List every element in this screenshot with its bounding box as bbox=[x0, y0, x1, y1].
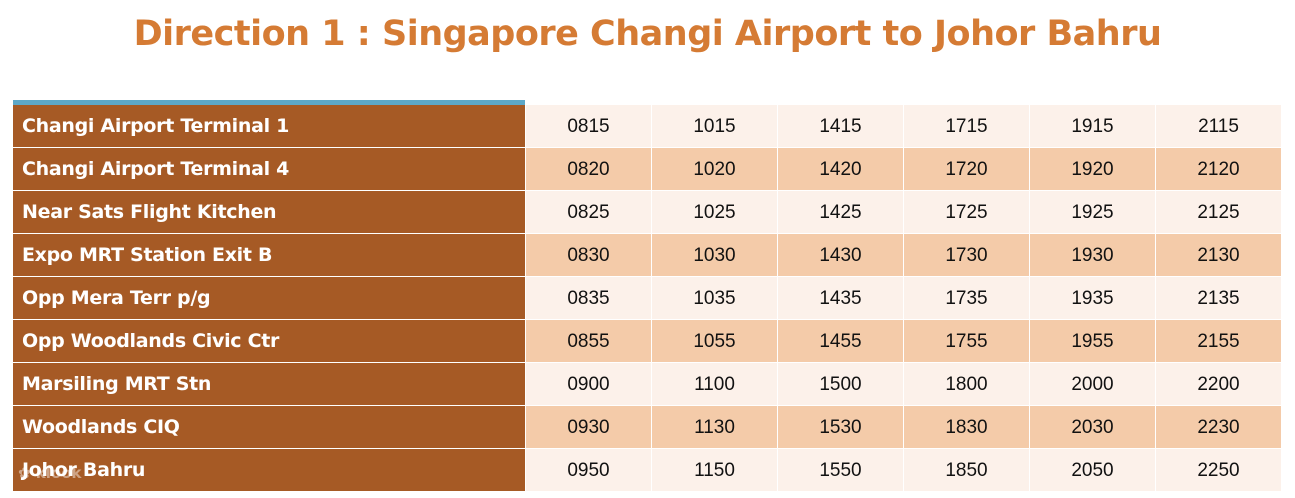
departure-time: 1150 bbox=[651, 449, 777, 491]
departure-time: 0830 bbox=[525, 234, 651, 276]
departure-time: 2250 bbox=[1155, 449, 1281, 491]
departure-time: 1930 bbox=[1029, 234, 1155, 276]
departure-time: 0930 bbox=[525, 406, 651, 448]
departure-time: 1925 bbox=[1029, 191, 1155, 233]
departure-time: 1915 bbox=[1029, 105, 1155, 147]
table-row: Changi Airport Terminal 1 0815 1015 1415 171… bbox=[13, 105, 1281, 148]
header-divider bbox=[13, 100, 525, 105]
departure-time: 1735 bbox=[903, 277, 1029, 319]
departure-time: 1425 bbox=[777, 191, 903, 233]
klook-watermark: ✿ klook bbox=[18, 464, 82, 482]
departure-time: 2120 bbox=[1155, 148, 1281, 190]
departure-time: 1430 bbox=[777, 234, 903, 276]
departure-time: 1725 bbox=[903, 191, 1029, 233]
departure-time: 2115 bbox=[1155, 105, 1281, 147]
departure-time: 1130 bbox=[651, 406, 777, 448]
departure-time: 0815 bbox=[525, 105, 651, 147]
stop-name: Woodlands CIQ bbox=[13, 406, 525, 448]
table-row: Woodlands CIQ 0930 1130 1530 1830 2030 2230 bbox=[13, 406, 1281, 449]
departure-time: 1015 bbox=[651, 105, 777, 147]
departure-time: 2000 bbox=[1029, 363, 1155, 405]
stop-name: Opp Woodlands Civic Ctr bbox=[13, 320, 525, 362]
table-row: Marsiling MRT Stn 0900 1100 1500 1800 2000 220… bbox=[13, 363, 1281, 406]
departure-time: 1025 bbox=[651, 191, 777, 233]
stop-name: Expo MRT Station Exit B bbox=[13, 234, 525, 276]
departure-time: 0900 bbox=[525, 363, 651, 405]
departure-time: 1420 bbox=[777, 148, 903, 190]
departure-time: 1020 bbox=[651, 148, 777, 190]
table-row: Opp Woodlands Civic Ctr 0855 1055 1455 1755 1… bbox=[13, 320, 1281, 363]
departure-time: 2155 bbox=[1155, 320, 1281, 362]
departure-time: 1935 bbox=[1029, 277, 1155, 319]
departure-time: 0855 bbox=[525, 320, 651, 362]
departure-time: 1455 bbox=[777, 320, 903, 362]
stop-name: Marsiling MRT Stn bbox=[13, 363, 525, 405]
departure-time: 2050 bbox=[1029, 449, 1155, 491]
stop-name: Johor Bahru bbox=[13, 449, 525, 491]
departure-time: 2125 bbox=[1155, 191, 1281, 233]
departure-time: 1955 bbox=[1029, 320, 1155, 362]
departure-time: 0835 bbox=[525, 277, 651, 319]
departure-time: 2135 bbox=[1155, 277, 1281, 319]
table-row: Expo MRT Station Exit B 0830 1030 1430 1730 1… bbox=[13, 234, 1281, 277]
table-row: Johor Bahru 0950 1150 1550 1850 2050 2250 bbox=[13, 449, 1281, 492]
departure-time: 1030 bbox=[651, 234, 777, 276]
departure-time: 1100 bbox=[651, 363, 777, 405]
departure-time: 2230 bbox=[1155, 406, 1281, 448]
departure-time: 0825 bbox=[525, 191, 651, 233]
departure-time: 0820 bbox=[525, 148, 651, 190]
departure-time: 1500 bbox=[777, 363, 903, 405]
stop-name: Opp Mera Terr p/g bbox=[13, 277, 525, 319]
stop-name: Changi Airport Terminal 1 bbox=[13, 105, 525, 147]
table-row: Opp Mera Terr p/g 0835 1035 1435 1735 1935 213… bbox=[13, 277, 1281, 320]
departure-time: 2200 bbox=[1155, 363, 1281, 405]
departure-time: 2030 bbox=[1029, 406, 1155, 448]
departure-time: 1530 bbox=[777, 406, 903, 448]
departure-time: 1715 bbox=[903, 105, 1029, 147]
stop-name: Changi Airport Terminal 4 bbox=[13, 148, 525, 190]
departure-time: 1730 bbox=[903, 234, 1029, 276]
departure-time: 1055 bbox=[651, 320, 777, 362]
departure-time: 1435 bbox=[777, 277, 903, 319]
departure-time: 1720 bbox=[903, 148, 1029, 190]
timetable: Changi Airport Terminal 1 0815 1015 1415 171… bbox=[13, 105, 1281, 492]
table-row: Near Sats Flight Kitchen 0825 1025 1425 1725… bbox=[13, 191, 1281, 234]
departure-time: 1755 bbox=[903, 320, 1029, 362]
departure-time: 1830 bbox=[903, 406, 1029, 448]
table-row: Changi Airport Terminal 4 0820 1020 1420 172… bbox=[13, 148, 1281, 191]
departure-time: 1920 bbox=[1029, 148, 1155, 190]
stop-name: Near Sats Flight Kitchen bbox=[13, 191, 525, 233]
departure-time: 0950 bbox=[525, 449, 651, 491]
departure-time: 1550 bbox=[777, 449, 903, 491]
departure-time: 1415 bbox=[777, 105, 903, 147]
departure-time: 2130 bbox=[1155, 234, 1281, 276]
departure-time: 1850 bbox=[903, 449, 1029, 491]
page-title: Direction 1 : Singapore Changi Airport t… bbox=[133, 14, 1162, 54]
departure-time: 1800 bbox=[903, 363, 1029, 405]
departure-time: 1035 bbox=[651, 277, 777, 319]
